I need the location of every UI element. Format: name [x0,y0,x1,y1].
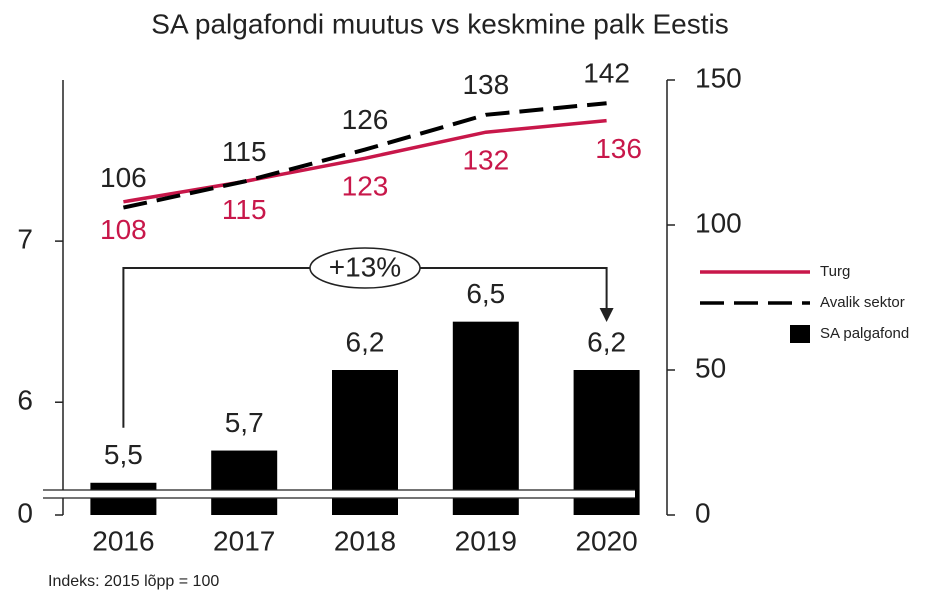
footnote: Indeks: 2015 lõpp = 100 [48,573,219,590]
y-tick-label: 0 [17,497,33,528]
bar-label: 6,5 [466,278,505,309]
y2-tick-label: 100 [695,207,742,238]
line-label: 115 [222,136,267,167]
x-tick-label: 2017 [213,525,275,556]
x-tick-label: 2018 [334,525,396,556]
legend-label: Turg [820,263,850,280]
bar-label: 5,5 [104,439,143,470]
y2-tick-label: 50 [695,352,726,383]
annotation-bubble [309,247,421,289]
line-label: 138 [462,69,509,100]
bar [211,450,278,515]
bar [452,321,519,515]
x-tick-label: 2020 [575,525,637,556]
line-label: 106 [100,162,147,193]
line-label: 142 [583,58,630,89]
line-label: 115 [222,194,267,225]
legend-swatch [790,325,810,343]
line-label: 132 [462,145,509,176]
line-label: 126 [342,104,389,135]
line [122,101,607,210]
bar-label: 6,2 [587,326,626,357]
y2-tick-label: 0 [695,497,711,528]
y-tick-label: 6 [17,385,33,416]
line-label: 108 [100,214,147,245]
annotation-arrowhead [599,308,614,322]
bar [90,482,157,515]
y2-tick-label: 150 [695,62,742,93]
line-label: 123 [342,171,389,202]
chart-title: SA palgafondi muutus vs keskmine palk Ee… [151,8,728,39]
bar-label: 6,2 [346,326,385,357]
annotation: +13% [329,251,401,282]
bar-label: 5,7 [225,407,264,438]
legend-label: Avalik sektor [820,294,905,311]
x-tick-label: 2019 [455,525,517,556]
line-label: 136 [595,133,642,164]
y-tick-label: 7 [17,224,33,255]
legend-label: SA palgafond [820,325,909,342]
x-tick-label: 2016 [92,525,154,556]
